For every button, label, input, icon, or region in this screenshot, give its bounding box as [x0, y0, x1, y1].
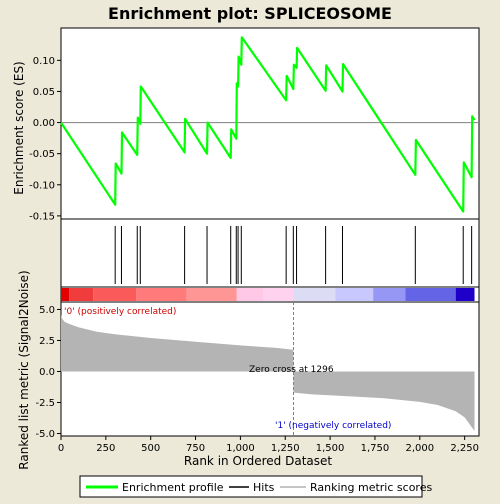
x-tick-label: 1,500	[316, 443, 345, 454]
x-tick-label: 250	[96, 443, 115, 454]
rank-color-segment	[373, 288, 406, 301]
es-y-axis-label: Enrichment score (ES)	[12, 61, 26, 194]
rank-color-segment	[405, 288, 456, 301]
axis-layer: -0.15 -0.10 -0.05 0.00 0.05 0.10 -5.0 -2.5 0.0 2.…	[29, 56, 479, 454]
x-tick-label: 1,000	[226, 443, 255, 454]
legend-metric-label: Ranking metric scores	[310, 481, 432, 494]
x-tick-label: 1,750	[361, 443, 390, 454]
positive-correlation-label: '0' (positively correlated)	[64, 307, 176, 317]
x-axis-label: Rank in Ordered Dataset	[184, 454, 332, 468]
es-panel	[60, 27, 480, 220]
legend: Enrichment profile Hits Ranking metric s…	[79, 475, 432, 498]
hits-layer	[114, 226, 473, 284]
rank-color-bar	[61, 288, 475, 301]
rank-color-segment	[263, 288, 294, 301]
rank-color-segment	[93, 288, 137, 301]
rank-color-segment	[455, 288, 475, 301]
ranking-metric-area	[61, 314, 475, 431]
x-tick-label: 500	[141, 443, 160, 454]
es-y-tick-label: 0.00	[33, 118, 55, 129]
x-tick-label: 2,250	[450, 443, 479, 454]
rank-color-segment	[293, 288, 336, 301]
rank-color-segment	[136, 288, 187, 301]
chart-title: Enrichment plot: SPLICEOSOME	[108, 4, 392, 23]
x-tick-label: 0	[58, 443, 64, 454]
metric-y-tick-label: 2.5	[39, 336, 55, 347]
enrichment-profile-line	[60, 36, 476, 213]
metric-layer	[61, 302, 475, 436]
x-tick-label: 2,000	[405, 443, 434, 454]
rank-color-segment	[69, 288, 94, 301]
metric-y-tick-label: 5.0	[39, 305, 55, 316]
rank-color-segment	[61, 288, 70, 301]
es-y-tick-label: -0.10	[29, 180, 55, 191]
metric-y-tick-label: 0.0	[39, 367, 55, 378]
es-y-tick-label: 0.05	[33, 87, 55, 98]
legend-enrichment-label: Enrichment profile	[122, 481, 224, 494]
rank-color-segment	[335, 288, 374, 301]
es-y-tick-label: -0.05	[29, 149, 55, 160]
es-y-tick-label: 0.10	[33, 56, 55, 67]
legend-box	[79, 475, 423, 498]
metric-y-tick-label: -5.0	[35, 429, 55, 440]
es-y-tick-label: -0.15	[29, 211, 55, 222]
x-tick-label: 1,250	[271, 443, 300, 454]
metric-y-tick-label: -2.5	[35, 398, 55, 409]
x-tick-label: 750	[186, 443, 205, 454]
hits-panel	[60, 218, 480, 288]
legend-hits-label: Hits	[253, 481, 275, 494]
negative-correlation-label: '1' (negatively correlated)	[275, 421, 391, 431]
es-layer	[60, 36, 479, 213]
zero-cross-label: Zero cross at 1296	[249, 365, 334, 375]
rank-color-segment	[236, 288, 264, 301]
rank-color-segment	[186, 288, 237, 301]
metric-y-axis-label: Ranked list metric (Signal2Noise)	[17, 270, 31, 469]
